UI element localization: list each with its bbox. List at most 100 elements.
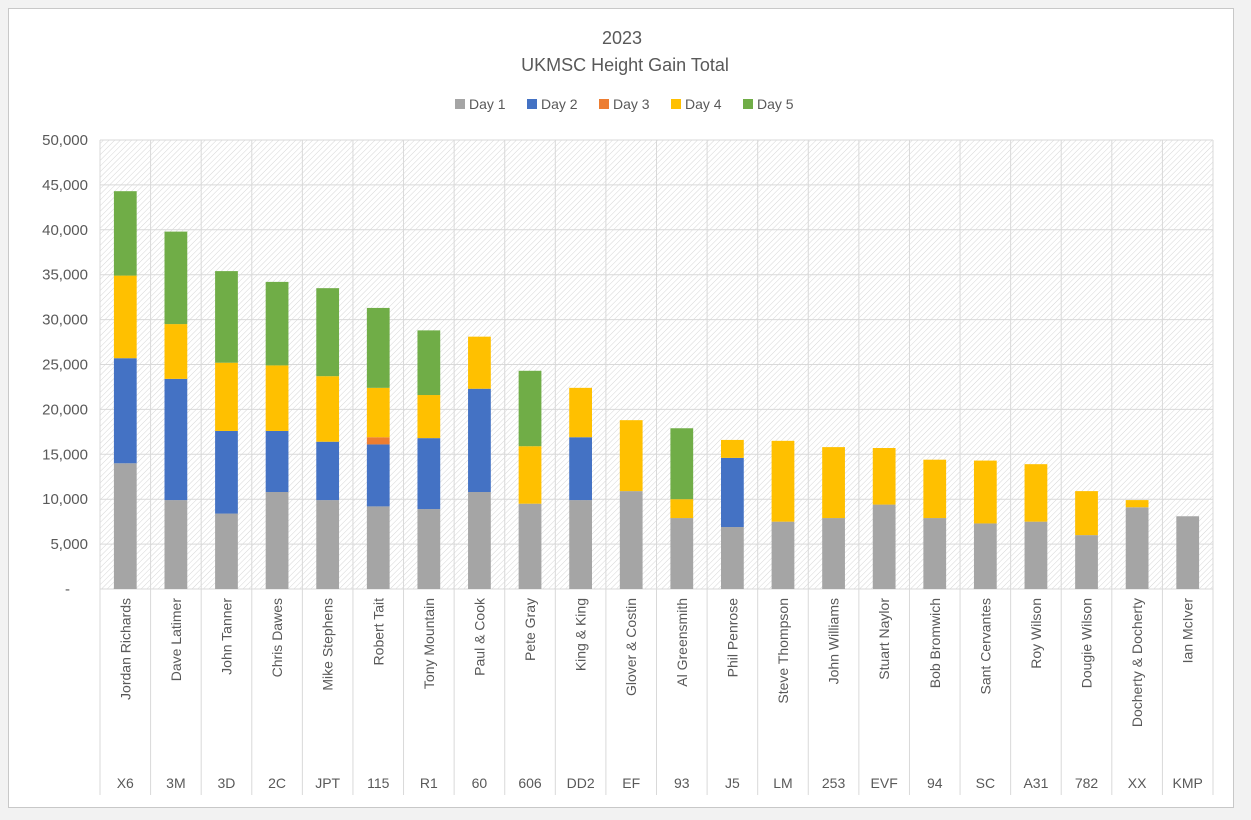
- category-label: Robert Tait: [370, 598, 386, 666]
- category-code-label: KMP: [1173, 775, 1203, 791]
- bar-segment-day-5: [316, 288, 340, 377]
- category-label: Dave Latimer: [168, 598, 184, 682]
- bar-segment-day-4: [923, 459, 947, 519]
- y-tick-label: 30,000: [42, 312, 88, 329]
- category-code-label: R1: [420, 775, 438, 791]
- bar-segment-day-5: [417, 330, 441, 396]
- bar-segment-day-1: [316, 500, 340, 589]
- bar-segment-day-2: [316, 441, 340, 501]
- category-code-label: JPT: [315, 775, 340, 791]
- bar-segment-day-2: [569, 437, 592, 501]
- y-tick-label: -: [65, 581, 70, 598]
- bar-segment-day-5: [518, 370, 542, 447]
- bar-segment-day-1: [1024, 521, 1048, 589]
- bar-segment-day-1: [973, 523, 997, 589]
- legend-swatch: [455, 99, 465, 109]
- y-tick-label: 40,000: [42, 222, 88, 239]
- bar-segment-day-1: [872, 504, 896, 589]
- y-tick-label: 20,000: [42, 401, 88, 418]
- bar-segment-day-1: [265, 492, 289, 589]
- bar-segment-day-2: [468, 388, 491, 493]
- legend-label: Day 2: [541, 96, 578, 112]
- y-tick-label: 50,000: [42, 132, 88, 149]
- y-tick-label: 35,000: [42, 267, 88, 284]
- legend: Day 1 Day 2 Day 3 Day 4 Day 5: [455, 96, 794, 112]
- y-tick-label: 45,000: [42, 177, 88, 194]
- legend-label: Day 1: [469, 96, 506, 112]
- bar-segment-day-2: [721, 457, 744, 528]
- bar-segment-day-3: [366, 437, 390, 445]
- bar-segment-day-2: [417, 438, 441, 510]
- bar-segment-day-1: [670, 518, 694, 589]
- category-label: Phil Penrose: [724, 598, 740, 678]
- category-code-label: 93: [674, 775, 690, 791]
- bar-segment-day-4: [316, 376, 340, 442]
- category-label: Ian McIver: [1180, 598, 1196, 664]
- category-label: Pete Gray: [522, 598, 538, 661]
- category-code-label: SC: [976, 775, 995, 791]
- bar-segment-day-5: [265, 281, 289, 366]
- category-code-label: 782: [1075, 775, 1099, 791]
- bar-segment-day-4: [721, 439, 744, 458]
- y-tick-label: 25,000: [42, 357, 88, 374]
- bar-segment-day-1: [569, 500, 592, 589]
- bar-segment-day-4: [468, 336, 491, 389]
- category-code-label: X6: [117, 775, 134, 791]
- category-label: Bob Bromwich: [927, 598, 943, 688]
- bar-segment-day-4: [973, 460, 997, 524]
- category-code-label: 94: [927, 775, 943, 791]
- bar-segment-day-1: [468, 492, 491, 589]
- bar-segment-day-5: [113, 191, 137, 276]
- bar-segment-day-4: [215, 362, 238, 431]
- bar-segment-day-4: [265, 365, 289, 431]
- bar-segment-day-4: [1125, 500, 1149, 508]
- bar-segment-day-1: [619, 491, 643, 589]
- category-code-label: DD2: [567, 775, 595, 791]
- bar-segment-day-4: [518, 446, 542, 504]
- legend-label: Day 4: [685, 96, 722, 112]
- category-code-label: J5: [725, 775, 740, 791]
- bar-segment-day-1: [518, 503, 542, 589]
- category-label: John Tanner: [218, 598, 234, 675]
- bar-segment-day-2: [215, 430, 238, 514]
- category-label: Al Greensmith: [674, 598, 690, 687]
- bar-segment-day-4: [569, 387, 592, 438]
- bar-segment-day-1: [417, 509, 441, 589]
- bar-segment-day-5: [215, 271, 238, 363]
- bar-segment-day-1: [164, 500, 188, 589]
- category-label: Dougie Wilson: [1079, 598, 1095, 688]
- category-code-label: 253: [822, 775, 846, 791]
- category-label: Steve Thompson: [775, 598, 791, 704]
- category-label: Sant Cervantes: [977, 598, 993, 695]
- category-label: Docherty & Docherty: [1129, 598, 1145, 727]
- bar-segment-day-4: [619, 420, 643, 492]
- bar-segment-day-5: [670, 428, 694, 500]
- category-code-label: 3M: [166, 775, 185, 791]
- bar-segment-day-2: [366, 444, 390, 507]
- bar-segment-day-5: [366, 307, 390, 388]
- bar-segment-day-4: [164, 324, 188, 379]
- bar-segment-day-1: [1125, 507, 1149, 589]
- bar-segment-day-1: [822, 518, 845, 589]
- bar-segment-day-1: [113, 463, 137, 589]
- category-label: King & King: [573, 598, 589, 671]
- category-code-label: XX: [1128, 775, 1147, 791]
- bar-segment-day-1: [215, 513, 238, 589]
- bar-segment-day-4: [113, 275, 137, 359]
- bar-segment-day-2: [113, 358, 137, 464]
- category-code-label: 3D: [218, 775, 236, 791]
- bar-segment-day-4: [872, 448, 896, 505]
- category-code-label: A31: [1023, 775, 1048, 791]
- bar-segment-day-4: [771, 440, 795, 522]
- bar-segment-day-1: [1075, 535, 1098, 589]
- category-label: Roy Wilson: [1028, 598, 1044, 669]
- category-label: Chris Dawes: [269, 598, 285, 677]
- category-code-label: 2C: [268, 775, 286, 791]
- category-label: Stuart Naylor: [876, 598, 892, 680]
- bar-segment-day-4: [417, 395, 441, 439]
- bar-segment-day-1: [721, 527, 744, 589]
- bar-segment-day-4: [1075, 491, 1098, 536]
- bar-segment-day-1: [771, 521, 795, 589]
- bar-segment-day-1: [923, 518, 947, 589]
